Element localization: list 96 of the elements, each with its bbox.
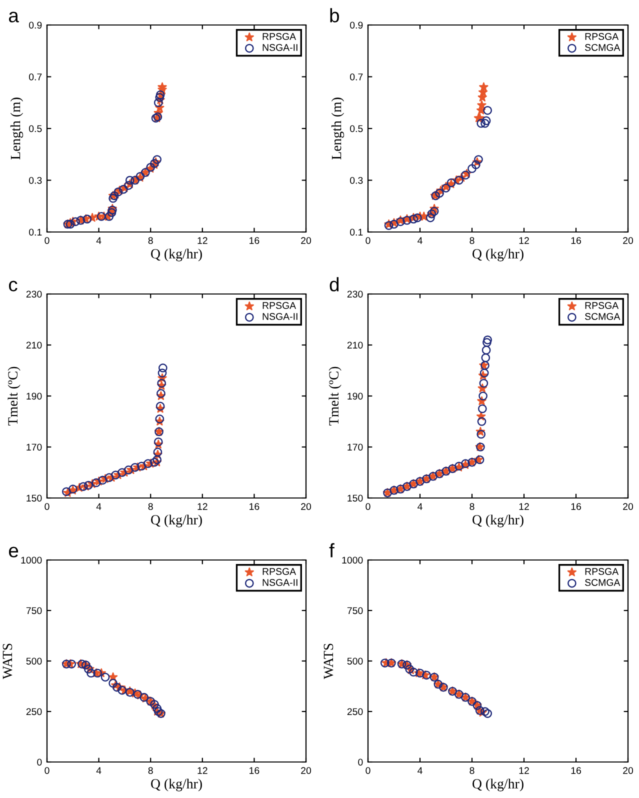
y-tick-label: 190	[26, 392, 42, 400]
x-axis-title: Q (kg/hr)	[472, 248, 524, 262]
x-tick-label: 12	[198, 503, 208, 510]
x-tick-label: 0	[44, 503, 50, 510]
chart-title: b	[330, 8, 339, 22]
legend-label: RPSGA	[262, 302, 296, 309]
x-tick-label: 8	[470, 237, 474, 244]
y-tick-label: 210	[26, 342, 42, 349]
x-tick-label: 12	[519, 767, 529, 774]
y-tick-label: 0.7	[29, 73, 42, 80]
legend-label: RPSGA	[585, 33, 619, 40]
legend-label: RPSGA	[262, 568, 296, 575]
legend-label: RPSGA	[585, 302, 619, 309]
y-tick-label: 250	[347, 708, 363, 716]
y-tick-label: 0.7	[350, 73, 363, 80]
legend-label: NSGA-II	[262, 579, 298, 586]
y-tick-label: 170	[348, 444, 363, 451]
y-tick-label: 0	[37, 758, 42, 766]
chart-title: f	[329, 543, 334, 558]
y-tick-label: 150	[26, 494, 42, 502]
x-tick-label: 8	[470, 503, 474, 510]
y-tick-label: 0	[358, 758, 363, 766]
x-tick-label: 0	[366, 767, 370, 774]
x-tick-label: 8	[148, 503, 153, 510]
x-tick-label: 20	[301, 503, 312, 510]
legend-label: RPSGA	[262, 33, 296, 40]
legend-label: SCMGA	[585, 44, 620, 51]
legend-label: SCMGA	[585, 579, 620, 586]
x-axis-title: Q (kg/hr)	[472, 514, 524, 528]
y-axis-title: Tmelt (ºC)	[8, 366, 20, 426]
x-tick-label: 12	[519, 503, 529, 510]
chart-title: a	[8, 12, 19, 22]
y-tick-label: 190	[348, 392, 363, 400]
y-tick-label: 170	[26, 444, 42, 451]
x-tick-label: 16	[250, 237, 260, 244]
y-axis-title: WATS	[2, 644, 12, 680]
y-tick-label: 0.9	[29, 22, 42, 29]
x-axis-title: Q (kg/hr)	[151, 514, 202, 528]
legend-label: RPSGA	[585, 568, 619, 575]
x-tick-label: 20	[623, 237, 634, 244]
x-tick-label: 16	[250, 767, 260, 774]
x-tick-label: 0	[366, 237, 370, 244]
y-tick-label: 750	[26, 607, 42, 614]
x-tick-label: 20	[301, 767, 312, 774]
y-tick-label: 0.9	[350, 22, 363, 29]
x-tick-label: 16	[571, 503, 581, 510]
legend-label: SCMGA	[585, 313, 620, 320]
chart-title: e	[8, 546, 18, 558]
x-tick-label: 20	[623, 767, 634, 774]
y-tick-label: 0.3	[29, 176, 42, 184]
y-tick-label: 230	[26, 290, 42, 298]
x-tick-label: 4	[96, 503, 102, 510]
x-tick-label: 16	[571, 237, 581, 244]
y-tick-label: 0.1	[29, 228, 42, 236]
chart-title: d	[330, 277, 339, 292]
x-tick-label: 0	[366, 503, 370, 510]
y-tick-label: 0.5	[29, 125, 42, 132]
x-axis-title: Q (kg/hr)	[151, 778, 202, 792]
x-tick-label: 8	[470, 767, 474, 774]
x-tick-label: 4	[418, 237, 422, 244]
y-tick-label: 1000	[21, 556, 42, 564]
x-tick-label: 12	[198, 237, 208, 244]
x-tick-label: 0	[44, 237, 50, 244]
x-axis-title: Q (kg/hr)	[151, 248, 202, 262]
y-axis-title: Length (m)	[10, 98, 24, 160]
y-tick-label: 210	[347, 342, 363, 349]
x-tick-label: 4	[418, 503, 422, 510]
x-tick-label: 20	[301, 237, 312, 244]
y-tick-label: 150	[348, 494, 363, 502]
y-tick-label: 1000	[342, 556, 363, 564]
x-tick-label: 20	[623, 503, 634, 510]
legend-label: NSGA-II	[262, 313, 298, 320]
y-tick-label: 0.1	[350, 228, 363, 236]
x-tick-label: 8	[148, 237, 153, 244]
y-axis-title: Length (m)	[331, 98, 344, 160]
y-tick-label: 750	[347, 607, 363, 614]
x-tick-label: 4	[96, 237, 102, 244]
x-tick-label: 16	[571, 767, 581, 774]
chart-title: c	[8, 280, 18, 292]
x-tick-label: 12	[198, 767, 208, 774]
legend-label: NSGA-II	[262, 44, 298, 51]
y-tick-label: 0.5	[350, 125, 363, 132]
y-tick-label: 0.3	[350, 176, 363, 184]
y-axis-title: Tmelt (ºC)	[328, 366, 342, 426]
x-tick-label: 0	[44, 767, 50, 774]
x-tick-label: 16	[250, 503, 260, 510]
x-axis-title: Q (kg/hr)	[472, 778, 524, 792]
y-tick-label: 230	[347, 290, 363, 298]
x-tick-label: 12	[519, 237, 529, 244]
x-tick-label: 8	[148, 767, 153, 774]
y-tick-label: 500	[347, 658, 363, 665]
x-tick-label: 4	[418, 767, 422, 774]
y-tick-label: 250	[26, 708, 42, 716]
y-tick-label: 500	[26, 658, 42, 665]
x-tick-label: 4	[96, 767, 102, 774]
y-axis-title: WATS	[324, 644, 334, 680]
